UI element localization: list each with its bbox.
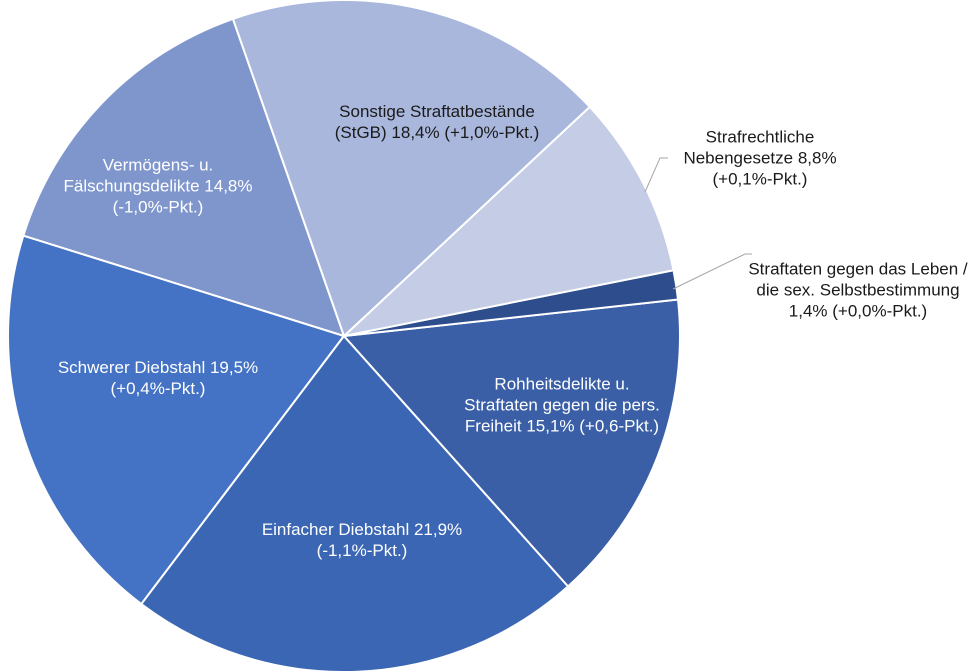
category-label: Rohheitsdelikte u. Straftaten gegen die … bbox=[464, 374, 660, 436]
category-label: Sonstige Straftatbestände (StGB) bbox=[334, 102, 535, 142]
slice-label: Schwerer Diebstahl 19,5% (+0,4%-Pkt.) bbox=[38, 357, 278, 399]
value-label: 19,5% (+0,4%-Pkt.) bbox=[110, 358, 259, 398]
pie-slice bbox=[231, 0, 592, 338]
pie-slice bbox=[341, 298, 681, 588]
slice-label: Sonstige Straftatbestände (StGB) 18,4% (… bbox=[332, 101, 542, 143]
value-label: 21,9% (-1,1%-Pkt.) bbox=[316, 520, 463, 560]
leader-line bbox=[672, 253, 752, 290]
pie-slice bbox=[340, 105, 675, 338]
slice-label: Straftaten gegen das Leben / die sex. Se… bbox=[748, 259, 968, 322]
slice-label: Einfacher Diebstahl 21,9% (-1,1%-Pkt.) bbox=[247, 519, 477, 561]
category-label: Vermögens- u. Fälschungsdelikte bbox=[63, 155, 214, 196]
slice-label: Strafrechtliche Nebengesetze 8,8% (+0,1%… bbox=[665, 127, 855, 190]
category-label: Einfacher Diebstahl bbox=[261, 520, 410, 539]
pie-slice bbox=[7, 234, 346, 606]
value-label: 8,8% (+0,1%-Pkt.) bbox=[712, 148, 837, 189]
slice-label: Rohheitsdelikte u. Straftaten gegen die … bbox=[457, 374, 667, 437]
pie-slice bbox=[139, 334, 570, 671]
slice-label: Vermögens- u. Fälschungsdelikte 14,8% (-… bbox=[58, 155, 258, 218]
value-label: 15,1% (+0,6-Pkt.) bbox=[526, 416, 660, 436]
value-label: 1,4% (+0,0%-Pkt.) bbox=[788, 301, 928, 321]
leader-line bbox=[644, 157, 668, 193]
category-label: Straftaten gegen das Leben / die sex. Se… bbox=[748, 259, 968, 300]
category-label: Strafrechtliche Nebengesetze bbox=[683, 127, 815, 168]
category-label: Schwerer Diebstahl bbox=[57, 358, 206, 377]
pie-slice bbox=[22, 17, 346, 338]
value-label: 14,8% (-1,0%-Pkt.) bbox=[112, 176, 253, 217]
value-label: 18,4% (+1,0%-Pkt.) bbox=[391, 123, 540, 142]
